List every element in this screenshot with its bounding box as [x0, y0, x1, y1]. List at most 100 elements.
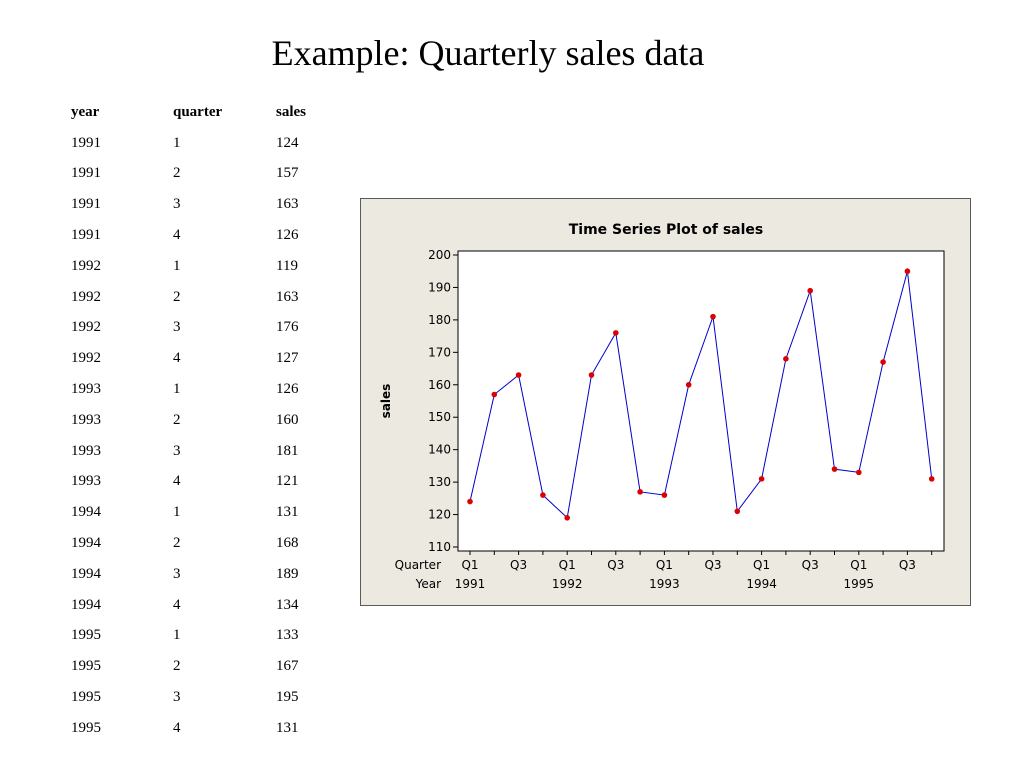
table-row: 1995 1 133	[71, 621, 336, 652]
cell-quarter: 1	[173, 381, 181, 398]
cell-sales: 163	[276, 288, 299, 305]
cell-quarter: 3	[173, 442, 181, 459]
cell-quarter: 4	[173, 227, 181, 244]
x-tick-label-quarter: Q3	[510, 558, 527, 572]
data-point	[637, 489, 643, 495]
cell-quarter: 2	[173, 288, 181, 305]
table-row: 1994 4 134	[71, 590, 336, 621]
table-row: 1991 1 124	[71, 128, 336, 159]
table-row: 1992 1 119	[71, 251, 336, 282]
plot-area	[457, 250, 945, 552]
x-row-label-year: Year	[415, 577, 441, 591]
y-tick-label: 190	[428, 280, 451, 294]
cell-sales: 163	[276, 196, 299, 213]
cell-year: 1991	[71, 165, 101, 182]
y-tick-label: 170	[428, 345, 451, 359]
x-tick-label-year: 1993	[649, 577, 680, 591]
cell-year: 1992	[71, 288, 101, 305]
column-header-year: year	[71, 103, 100, 120]
data-point	[880, 359, 886, 365]
cell-year: 1993	[71, 381, 101, 398]
cell-year: 1994	[71, 535, 101, 552]
cell-year: 1995	[71, 689, 101, 706]
data-point	[758, 476, 765, 482]
cell-year: 1993	[71, 442, 101, 459]
cell-year: 1994	[71, 504, 101, 521]
data-point	[710, 313, 716, 320]
chart-title: Time Series Plot of sales	[569, 222, 764, 238]
cell-quarter: 1	[173, 257, 181, 274]
x-tick-label-year: 1991	[455, 577, 486, 591]
cell-quarter: 4	[173, 350, 181, 367]
x-tick-label-quarter: Q3	[899, 558, 916, 572]
series-line	[469, 271, 933, 519]
x-tick-label-quarter: Q3	[704, 558, 721, 572]
cell-year: 1995	[71, 719, 101, 736]
cell-year: 1993	[71, 473, 101, 490]
table-row: 1992 2 163	[71, 282, 336, 313]
cell-year: 1991	[71, 134, 101, 151]
cell-sales: 195	[276, 689, 299, 706]
table-row: 1994 2 168	[71, 528, 336, 559]
data-point	[467, 498, 473, 505]
cell-quarter: 2	[173, 411, 181, 428]
column-header-sales: sales	[276, 103, 306, 120]
cell-sales: 126	[276, 227, 299, 244]
cell-quarter: 3	[173, 196, 181, 213]
cell-year: 1994	[71, 565, 101, 582]
cell-sales: 131	[276, 719, 299, 736]
cell-quarter: 1	[173, 504, 181, 521]
cell-year: 1992	[71, 257, 101, 274]
cell-quarter: 4	[173, 473, 181, 490]
cell-year: 1991	[71, 227, 101, 244]
table-header-row: year quarter sales	[71, 97, 336, 128]
y-tick-label: 130	[428, 475, 451, 489]
table-row: 1995 2 167	[71, 651, 336, 682]
data-point	[661, 492, 668, 498]
y-tick-label: 180	[428, 313, 451, 327]
cell-quarter: 2	[173, 535, 181, 552]
cell-year: 1995	[71, 658, 101, 675]
cell-sales: 121	[276, 473, 299, 490]
data-point	[564, 515, 570, 521]
data-point	[515, 372, 522, 378]
cell-sales: 160	[276, 411, 299, 428]
cell-year: 1994	[71, 596, 101, 613]
table-row: 1991 2 157	[71, 159, 336, 190]
x-tick-label-quarter: Q1	[559, 558, 576, 572]
x-tick-label-quarter: Q3	[607, 558, 624, 572]
cell-year: 1995	[71, 627, 101, 644]
x-tick-label-quarter: Q1	[753, 558, 770, 572]
data-point	[588, 372, 595, 378]
data-point	[491, 391, 498, 398]
y-tick-label: 140	[428, 443, 451, 457]
cell-year: 1991	[71, 196, 101, 213]
table-row: 1993 2 160	[71, 405, 336, 436]
cell-year: 1992	[71, 350, 101, 367]
x-tick-label-year: 1992	[552, 577, 583, 591]
cell-quarter: 4	[173, 596, 181, 613]
cell-sales: 167	[276, 658, 299, 675]
sales-data-table: year quarter sales 1991 1 124 1991 2 157 1991 3…	[71, 97, 336, 744]
cell-quarter: 4	[173, 719, 181, 736]
data-point	[613, 330, 619, 336]
x-tick-label-quarter: Q1	[850, 558, 867, 572]
y-tick-label: 150	[428, 410, 451, 424]
table-row: 1993 1 126	[71, 374, 336, 405]
table-row: 1993 4 121	[71, 467, 336, 498]
cell-sales: 133	[276, 627, 299, 644]
y-tick-label: 160	[428, 378, 451, 392]
table-row: 1995 3 195	[71, 682, 336, 713]
data-point	[783, 356, 789, 362]
cell-quarter: 3	[173, 689, 181, 706]
column-header-quarter: quarter	[173, 103, 223, 120]
cell-sales: 176	[276, 319, 299, 336]
x-tick-label-quarter: Q3	[802, 558, 819, 572]
data-point	[807, 287, 813, 294]
cell-quarter: 1	[173, 134, 181, 151]
cell-quarter: 3	[173, 319, 181, 336]
y-tick-label: 200	[428, 248, 451, 262]
x-tick-label-quarter: Q1	[461, 558, 478, 572]
table-row: 1995 4 131	[71, 713, 336, 744]
table-row: 1992 3 176	[71, 313, 336, 344]
